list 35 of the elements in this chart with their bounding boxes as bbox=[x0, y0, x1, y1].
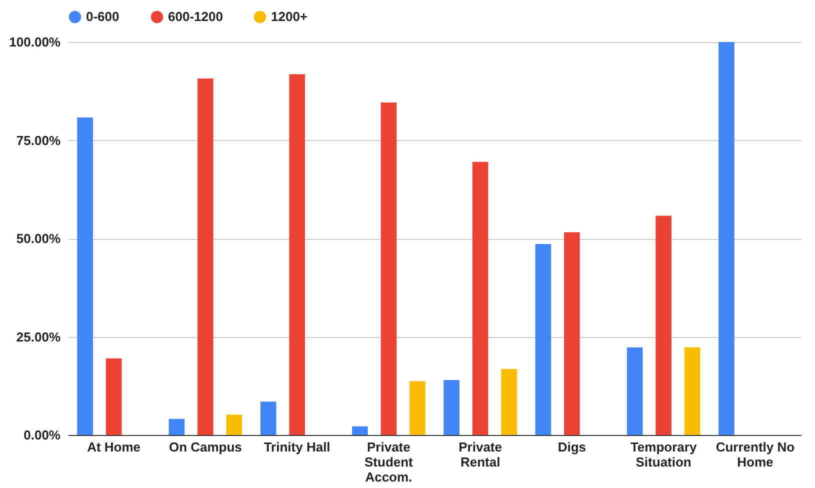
x-tick-label: On Campus bbox=[168, 440, 242, 454]
legend-label: 600-1200 bbox=[168, 9, 223, 24]
y-tick-label: 25.00% bbox=[16, 329, 61, 344]
bar bbox=[168, 418, 185, 435]
bar bbox=[564, 232, 580, 435]
bar bbox=[718, 42, 734, 435]
bar bbox=[289, 74, 305, 435]
y-tick-label: 75.00% bbox=[16, 132, 61, 148]
bar bbox=[501, 368, 517, 435]
bar bbox=[226, 414, 242, 435]
bar bbox=[260, 402, 276, 435]
y-tick-label: 100.00% bbox=[9, 34, 61, 50]
bar bbox=[198, 78, 214, 435]
bar bbox=[352, 426, 368, 435]
x-tick-label: Private Student Accom. bbox=[364, 440, 414, 484]
x-tick-label: Currently No Home bbox=[716, 440, 795, 470]
bar bbox=[656, 216, 672, 435]
legend-label: 0-600 bbox=[86, 9, 120, 24]
x-tick-label: Temporary Situation bbox=[630, 440, 698, 470]
bar bbox=[472, 162, 488, 435]
bar bbox=[380, 102, 397, 435]
x-tick-label: At Home bbox=[87, 440, 141, 454]
bar bbox=[684, 347, 700, 435]
bar bbox=[626, 347, 643, 435]
x-tick-label: Private Rental bbox=[458, 440, 502, 470]
y-tick-label: 0.00% bbox=[24, 428, 61, 442]
bar bbox=[444, 380, 460, 435]
legend-label: 1200+ bbox=[271, 9, 308, 24]
y-tick-label: 50.00% bbox=[16, 231, 61, 246]
x-tick-label: Digs bbox=[558, 440, 586, 454]
bar bbox=[535, 244, 552, 435]
bar bbox=[106, 358, 122, 435]
x-tick-label: Trinity Hall bbox=[264, 440, 330, 454]
bar bbox=[410, 381, 426, 435]
bar bbox=[77, 117, 93, 435]
